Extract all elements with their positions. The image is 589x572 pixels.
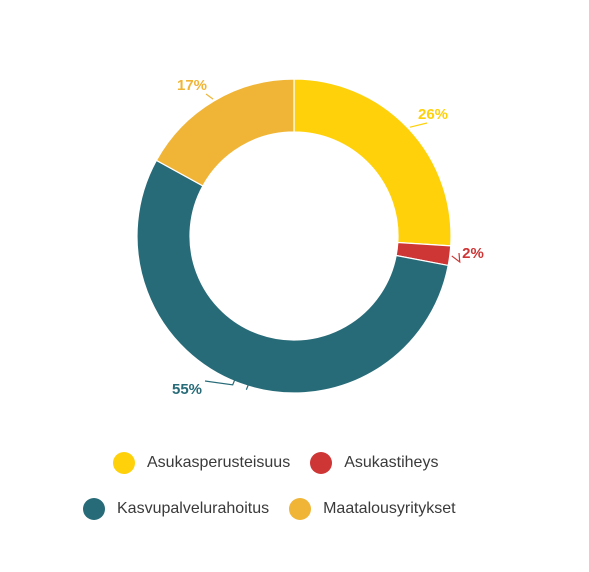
donut-slice-maatalousyritykset [155, 78, 295, 187]
leader-line-kasvupalvelurahoitus [204, 379, 250, 391]
legend-label-maatalousyritykset: Maatalousyritykset [323, 500, 456, 517]
leader-line-asukastiheys [451, 252, 461, 264]
legend-label-asukastiheys: Asukastiheys [344, 454, 439, 471]
legend-swatch-asukastiheys [310, 452, 333, 474]
data-label-kasvupalvelurahoitus: 55% [172, 381, 202, 398]
legend-item-maatalousyritykset: Maatalousyritykset [289, 498, 456, 520]
legend-swatch-kasvupalvelurahoitus [83, 498, 105, 520]
legend-item-kasvupalvelurahoitus: Kasvupalvelurahoitus [83, 498, 269, 520]
data-label-asukasperusteisuus: 26% [418, 106, 448, 123]
chart-legend: Asukasperusteisuus Asukastiheys Kasvupal… [0, 452, 589, 544]
data-label-asukastiheys: 2% [462, 245, 484, 262]
legend-item-asukastiheys: Asukastiheys [310, 452, 438, 474]
donut-slice-kasvupalvelurahoitus [136, 159, 449, 394]
leader-line-maatalousyritykset [205, 93, 214, 100]
legend-swatch-maatalousyritykset [289, 498, 312, 520]
data-label-maatalousyritykset: 17% [177, 77, 207, 94]
legend-label-kasvupalvelurahoitus: Kasvupalvelurahoitus [117, 500, 270, 517]
legend-item-asukasperusteisuus: Asukasperusteisuus [113, 452, 290, 474]
leader-line-asukasperusteisuus [409, 122, 428, 128]
donut-slice-asukasperusteisuus [293, 78, 452, 247]
legend-swatch-asukasperusteisuus [113, 452, 135, 474]
legend-label-asukasperusteisuus: Asukasperusteisuus [147, 454, 291, 471]
